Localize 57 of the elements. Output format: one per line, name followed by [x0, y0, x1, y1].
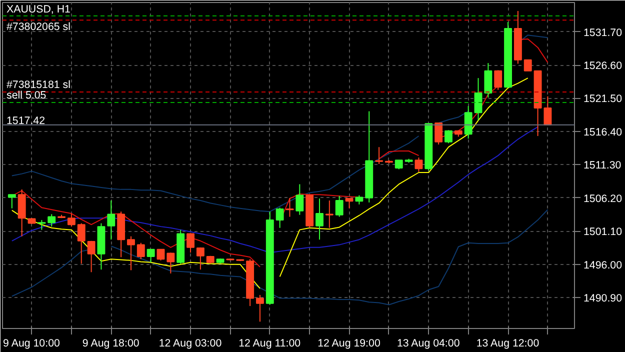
candlestick [544, 96, 552, 126]
y-tick-label: 1490.90 [584, 292, 622, 305]
chart-title: XAUUSD, H1 [6, 4, 71, 16]
ref-line-label: 1517.42 [6, 114, 46, 127]
candlestick [394, 160, 403, 170]
y-tick-label: 1511.30 [584, 160, 622, 172]
candlestick [355, 194, 364, 205]
candlestick [474, 78, 482, 121]
candlestick [335, 195, 344, 218]
candlestick [276, 207, 284, 228]
candlestick [464, 106, 472, 140]
ref-line-label: sell 5.05 [6, 89, 46, 102]
candlestick [127, 236, 135, 271]
candlestick [296, 184, 304, 216]
y-tick-label: 1506.20 [584, 192, 622, 205]
candlestick [48, 214, 56, 228]
y-tick-label: 1501.10 [584, 226, 622, 238]
candlestick [156, 248, 165, 261]
line-series [11, 126, 538, 254]
candlestick [484, 62, 492, 98]
ref-line-label: #73815181 sl [6, 79, 70, 92]
y-tick-label: 1526.60 [584, 60, 622, 72]
x-tick-label: 12 Aug 03:00 [158, 338, 222, 350]
candlestick [316, 198, 324, 240]
candlestick [87, 240, 96, 273]
ref-line-label: #73802065 sl [6, 21, 70, 34]
x-tick-label: 13 Aug 04:00 [396, 338, 460, 350]
candlestick [444, 130, 452, 144]
candlestick [136, 242, 145, 260]
x-tick-label: 13 Aug 12:00 [476, 338, 540, 350]
candlestick [18, 188, 26, 237]
y-tick-label: 1496.00 [584, 259, 622, 272]
x-tick-label: 9 Aug 10:00 [3, 338, 60, 350]
candlestick [256, 294, 264, 322]
candlestick [8, 194, 16, 209]
candlestick [38, 220, 46, 230]
candlestick [146, 248, 155, 263]
candlestick [286, 197, 294, 218]
candlestick [67, 213, 76, 228]
candlestick [524, 59, 532, 72]
candlestick [186, 232, 194, 254]
candlestick [196, 246, 204, 270]
candlestick [494, 70, 502, 90]
candlestick [414, 157, 423, 172]
x-tick-label: 12 Aug 11:00 [238, 338, 301, 350]
candlestick [107, 200, 116, 240]
candlestick [345, 198, 354, 209]
candlestick [166, 252, 175, 274]
x-tick-label: 9 Aug 18:00 [82, 338, 140, 350]
candlestick [434, 122, 443, 145]
y-tick-label: 1516.40 [584, 126, 622, 138]
candlestick [77, 222, 86, 264]
y-tick-label: 1531.70 [584, 26, 622, 39]
candlestick [325, 200, 334, 228]
candlestick [375, 146, 384, 165]
x-tick-label: 12 Aug 19:00 [318, 338, 380, 350]
y-tick-label: 1521.50 [584, 93, 622, 106]
